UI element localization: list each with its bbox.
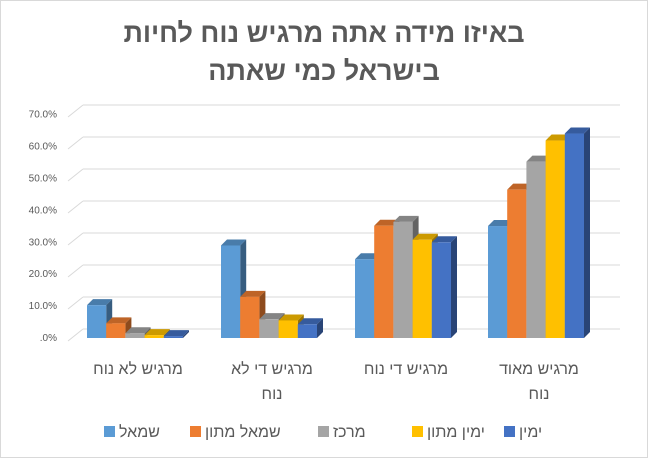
legend-swatch [504, 426, 515, 437]
bar-top [526, 155, 552, 162]
y-tick-label: 30.0% [29, 237, 57, 248]
bar-front [125, 333, 145, 338]
legend-label: שמאל מתון [205, 423, 281, 441]
legend-swatch [318, 426, 329, 437]
legend-item [412, 426, 423, 437]
bar-side [584, 127, 590, 339]
gridline-side [67, 328, 84, 342]
bar-front [240, 296, 260, 338]
category-label: מרגיש לא נוח [93, 360, 183, 378]
bar-front [144, 335, 164, 338]
chart-title-line-2: בישראל כמי שאתה [208, 56, 440, 86]
y-tick-label: .0% [40, 333, 57, 344]
legend-label: שמאל [119, 423, 160, 441]
gridline-side [67, 200, 84, 214]
bar-top [507, 183, 533, 190]
gridline-side [67, 104, 84, 118]
legend-item [318, 426, 329, 437]
bar-front [564, 133, 584, 338]
bar-side [183, 330, 189, 338]
bar-front [87, 305, 107, 338]
bar-top [259, 313, 285, 320]
bar-front [163, 336, 183, 338]
bar-top [221, 239, 247, 246]
y-tick-label: 40.0% [29, 205, 57, 216]
category-label: מרגיש די נוח [364, 361, 448, 378]
y-tick-label: 50.0% [29, 174, 57, 185]
category-label: מרגיש די לא [231, 360, 313, 378]
bar [87, 299, 113, 338]
bar-front [355, 259, 375, 338]
category-label: נוח [262, 386, 283, 403]
legend-item [190, 426, 201, 437]
y-tick-label: 60.0% [29, 142, 57, 153]
legend-swatch [190, 426, 201, 437]
bar-front [221, 245, 241, 338]
chart-title-line-1: באיזו מידה אתה מרגיש נוח לחיות [123, 18, 524, 48]
bar-front [526, 161, 546, 338]
bar-top [431, 236, 457, 243]
bar [297, 318, 323, 338]
bar [564, 127, 590, 339]
bar-top [545, 134, 571, 141]
bar-top [374, 219, 400, 226]
legend-label: ימין מתון [427, 424, 485, 441]
bar-front [431, 242, 451, 338]
bar-front [374, 225, 394, 338]
bar-top [240, 290, 266, 297]
bar-front [259, 319, 279, 338]
legend-item [104, 426, 115, 437]
bar [163, 330, 189, 338]
bar-front [488, 226, 508, 338]
bar-top [278, 314, 304, 321]
bar-top [144, 329, 170, 336]
y-tick-label: 10.0% [29, 301, 57, 312]
gridline-side [67, 232, 84, 246]
legend-label: מרכז [333, 424, 366, 441]
gridline-side [67, 136, 84, 150]
bar-top [393, 215, 419, 222]
legend-swatch [104, 426, 115, 437]
bar-side [317, 318, 323, 338]
bar-top [163, 330, 189, 337]
y-tick-label: 20.0% [29, 269, 57, 280]
legend-item [504, 426, 515, 437]
bar-top [488, 220, 514, 227]
bar-front [545, 140, 565, 338]
bar-top [125, 327, 151, 334]
bar-top [355, 253, 381, 260]
legend-label: ימין [519, 424, 542, 441]
category-label: נוח [529, 386, 550, 403]
bar-side [451, 236, 457, 338]
bar-front [393, 221, 413, 338]
y-tick-label: 70.0% [29, 110, 57, 121]
gridline-side [67, 296, 84, 310]
bar-front [106, 323, 126, 338]
bar-front [278, 320, 298, 338]
gridline-side [67, 264, 84, 278]
gridline-side [67, 168, 84, 182]
bar-top [412, 233, 438, 240]
bar-top [564, 127, 590, 134]
legend-swatch [412, 426, 423, 437]
bar-top [297, 318, 323, 325]
bar-top [87, 299, 113, 306]
bar-front [507, 189, 527, 338]
bar-front [297, 324, 317, 338]
bar [431, 236, 457, 338]
category-label: מרגיש מאוד [499, 361, 579, 378]
bar-front [412, 239, 432, 338]
bar-top [106, 317, 132, 324]
